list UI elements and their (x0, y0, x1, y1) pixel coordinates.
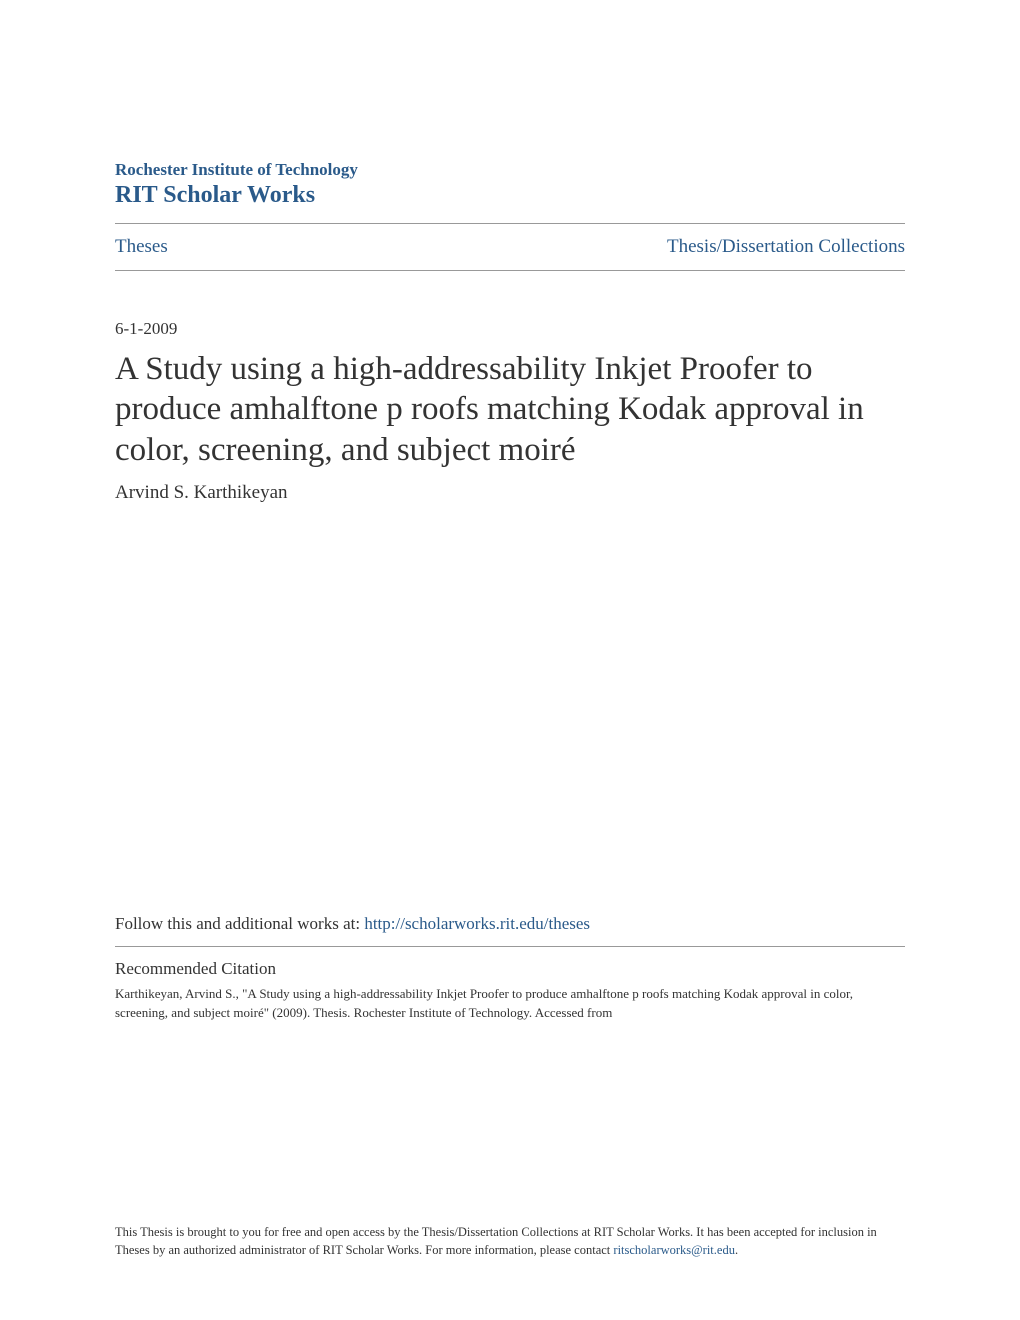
citation-text: Karthikeyan, Arvind S., "A Study using a… (115, 985, 905, 1023)
footer-suffix: . (735, 1243, 738, 1257)
theses-link[interactable]: Theses (115, 236, 168, 258)
nav-row: Theses Thesis/Dissertation Collections (115, 224, 905, 270)
follow-url-link[interactable]: http://scholarworks.rit.edu/theses (364, 914, 590, 933)
document-date: 6-1-2009 (115, 319, 905, 339)
citation-heading: Recommended Citation (115, 959, 905, 979)
collections-link[interactable]: Thesis/Dissertation Collections (667, 236, 905, 258)
divider-nav (115, 270, 905, 271)
page-header: Rochester Institute of Technology RIT Sc… (115, 160, 905, 209)
divider-follow (115, 946, 905, 947)
document-author: Arvind S. Karthikeyan (115, 482, 905, 504)
footer-prefix: This Thesis is brought to you for free a… (115, 1225, 877, 1258)
document-title: A Study using a high-addressability Inkj… (115, 349, 905, 470)
follow-prefix: Follow this and additional works at: (115, 914, 364, 933)
footer-text: This Thesis is brought to you for free a… (115, 1223, 905, 1261)
follow-section: Follow this and additional works at: htt… (115, 914, 905, 934)
repository-name[interactable]: RIT Scholar Works (115, 182, 905, 209)
institution-name: Rochester Institute of Technology (115, 160, 905, 180)
footer-email-link[interactable]: ritscholarworks@rit.edu (613, 1243, 735, 1257)
